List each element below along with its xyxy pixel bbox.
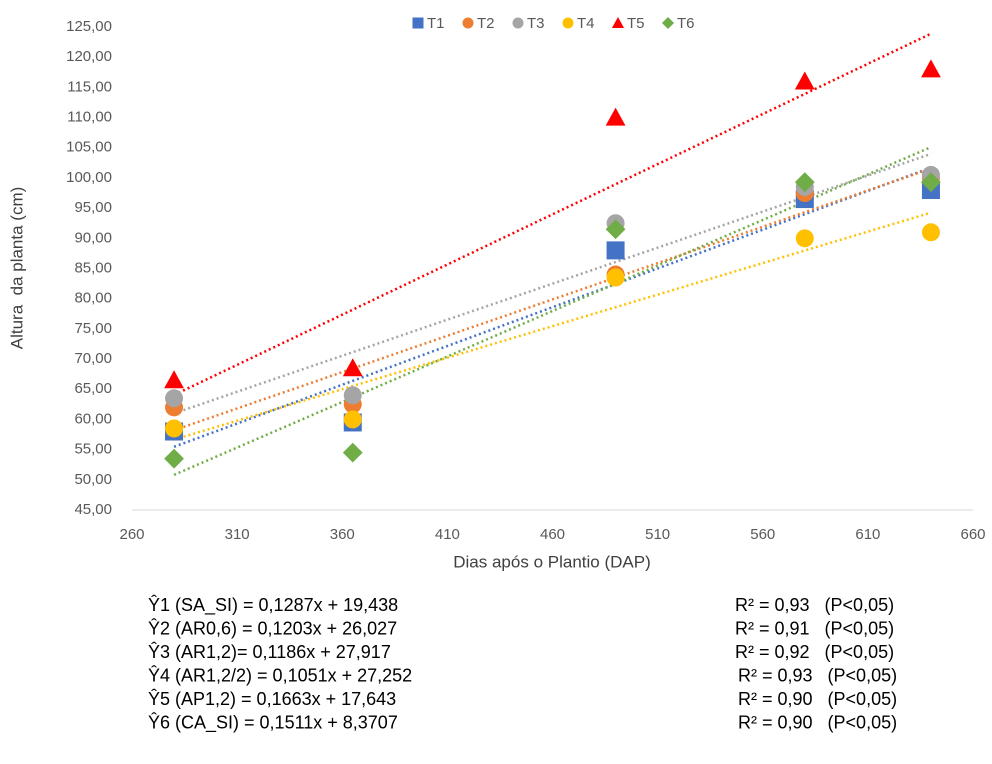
r-squared: R² = 0,93 (P<0,05) (735, 595, 894, 615)
legend-marker (562, 17, 574, 29)
y-tick-label: 80,00 (74, 290, 112, 307)
legend-label: T1 (427, 15, 445, 32)
legend-label: T5 (627, 15, 645, 32)
marker (165, 389, 184, 408)
y-tick-label: 120,00 (66, 48, 112, 65)
y-tick-label: 75,00 (74, 320, 112, 337)
trendline (173, 166, 932, 448)
marker (794, 172, 815, 193)
trendline (173, 152, 932, 415)
x-tick-label: 360 (330, 526, 355, 543)
marker (794, 71, 815, 90)
y-tick-label: 110,00 (67, 109, 112, 126)
legend-label: T4 (577, 15, 595, 32)
marker (342, 442, 363, 463)
y-tick-label: 65,00 (74, 380, 112, 397)
y-tick-label: 95,00 (74, 199, 112, 216)
r-squared: R² = 0,92 (P<0,05) (735, 642, 894, 662)
legend-marker (462, 17, 474, 29)
legend-marker (661, 16, 675, 30)
marker (164, 448, 184, 469)
y-tick-label: 85,00 (74, 259, 112, 276)
equation: Ŷ3 (AR1,2)= 0,1186x + 27,917 (148, 642, 391, 662)
marker (605, 107, 626, 126)
y-tick-label: 45,00 (74, 501, 112, 518)
x-tick-label: 660 (960, 526, 985, 543)
x-tick-label: 260 (119, 526, 144, 543)
legend-label: T6 (677, 15, 695, 32)
r-squared: R² = 0,91 (P<0,05) (735, 618, 894, 638)
r-squared: R² = 0,90 (P<0,05) (738, 712, 897, 732)
marker (795, 229, 814, 248)
marker (606, 241, 625, 260)
legend-marker (512, 17, 524, 29)
x-tick-label: 310 (225, 526, 250, 543)
y-tick-label: 90,00 (74, 229, 112, 246)
marker (606, 268, 625, 287)
marker (921, 59, 941, 78)
legend-label: T3 (527, 15, 545, 32)
legend-marker (611, 16, 625, 28)
equation: Ŷ2 (AR0,6) = 0,1203x + 26,027 (148, 618, 397, 638)
marker (342, 358, 363, 377)
x-tick-label: 510 (645, 526, 670, 543)
marker (165, 419, 184, 438)
equation: Ŷ6 (CA_SI) = 0,1511x + 8,3707 (148, 712, 398, 733)
legend-label: T2 (477, 15, 495, 32)
marker (343, 386, 362, 405)
equation: Ŷ5 (AP1,2) = 0,1663x + 17,643 (148, 689, 396, 709)
r-squared: R² = 0,93 (P<0,05) (738, 665, 897, 685)
r-squared: R² = 0,90 (P<0,05) (738, 689, 897, 709)
trendline (173, 145, 932, 477)
x-tick-label: 460 (540, 526, 565, 543)
x-tick-label: 560 (750, 526, 775, 543)
y-tick-label: 55,00 (74, 441, 112, 458)
trendline (173, 211, 932, 441)
y-tick-label: 50,00 (74, 471, 112, 488)
marker (921, 223, 940, 242)
x-tick-label: 610 (855, 526, 880, 543)
equation: Ŷ4 (AR1,2/2) = 0,1051x + 27,252 (148, 665, 412, 685)
y-tick-label: 100,00 (66, 169, 112, 186)
marker (164, 370, 184, 389)
legend-marker (412, 17, 424, 29)
equation: Ŷ1 (SA_SI) = 0,1287x + 19,438 (148, 595, 398, 616)
marker (921, 172, 941, 193)
y-tick-label: 60,00 (74, 410, 112, 427)
x-axis-title: Dias após o Plantio (DAP) (453, 552, 650, 571)
y-axis-title: Altura da planta (cm) (7, 187, 26, 350)
trendline (173, 32, 932, 397)
marker (343, 410, 362, 429)
y-tick-label: 125,00 (66, 18, 112, 35)
marker (605, 219, 626, 240)
y-tick-label: 115,00 (67, 78, 112, 95)
y-tick-label: 105,00 (66, 139, 112, 156)
y-tick-label: 70,00 (74, 350, 112, 367)
trendline (173, 167, 932, 432)
x-tick-label: 410 (435, 526, 460, 543)
